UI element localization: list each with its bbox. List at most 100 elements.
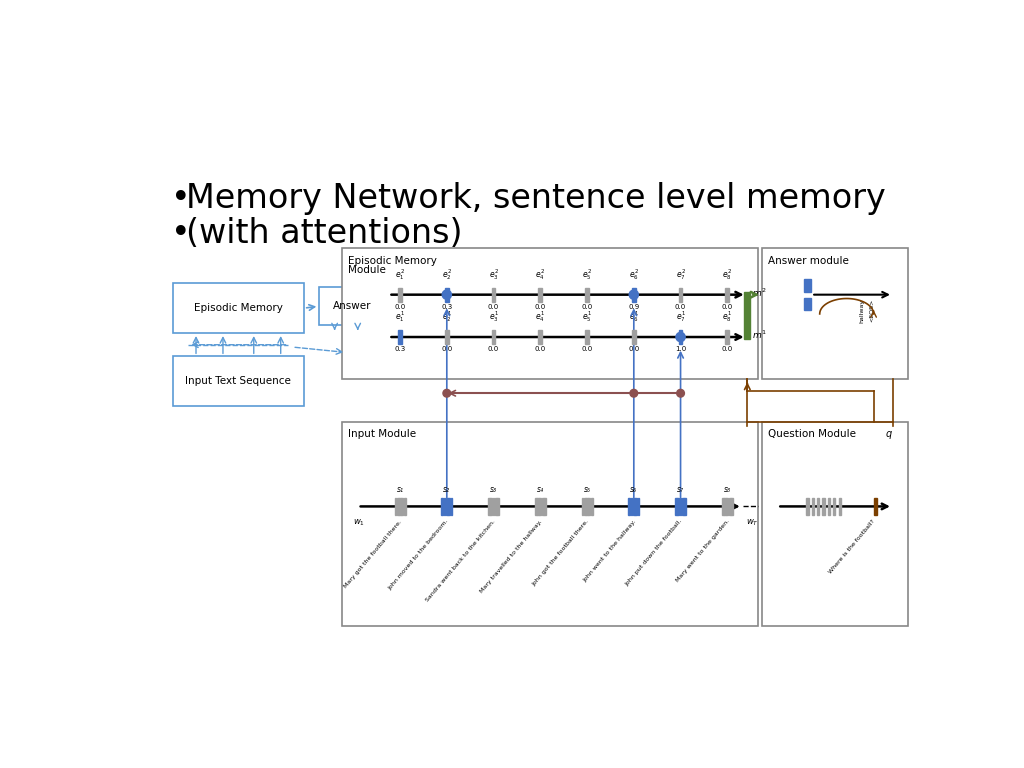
Circle shape <box>677 389 684 397</box>
Bar <box>398 288 402 302</box>
Bar <box>451 498 453 515</box>
Text: s₃: s₃ <box>490 485 497 494</box>
Bar <box>544 498 546 515</box>
Bar <box>539 330 543 344</box>
Circle shape <box>443 389 451 397</box>
Text: Input Text Sequence: Input Text Sequence <box>185 376 291 386</box>
Text: $m^1$: $m^1$ <box>752 329 767 341</box>
Circle shape <box>629 290 638 300</box>
Circle shape <box>630 502 638 511</box>
Text: Memory Network, sentence level memory: Memory Network, sentence level memory <box>186 182 886 215</box>
Text: 0.0: 0.0 <box>628 346 639 353</box>
Bar <box>632 288 636 302</box>
Text: $e^1_4$: $e^1_4$ <box>536 309 546 324</box>
Text: Sandra went back to the kitchen.: Sandra went back to the kitchen. <box>425 518 497 602</box>
Text: Answer: Answer <box>333 301 371 311</box>
Bar <box>342 422 758 626</box>
Bar <box>173 356 304 406</box>
Bar <box>682 498 684 515</box>
Bar <box>839 498 841 515</box>
Bar <box>744 293 751 339</box>
Bar <box>731 498 733 515</box>
Text: 0.0: 0.0 <box>675 304 686 310</box>
Text: $e^2_8$: $e^2_8$ <box>722 266 732 282</box>
Text: 1.0: 1.0 <box>675 346 686 353</box>
Bar <box>635 498 637 515</box>
Text: Question Module: Question Module <box>768 429 856 439</box>
Text: s₇: s₇ <box>677 485 684 494</box>
Text: John moved to the bedroom.: John moved to the bedroom. <box>388 518 450 591</box>
Bar <box>725 330 729 344</box>
Text: $e^1_6$: $e^1_6$ <box>629 309 639 324</box>
Text: 0.0: 0.0 <box>487 346 499 353</box>
Text: John put down the football.: John put down the football. <box>625 518 684 588</box>
Text: hallway: hallway <box>859 299 864 323</box>
Bar <box>443 498 445 515</box>
Circle shape <box>442 290 452 300</box>
Bar <box>585 288 589 302</box>
Text: (with attentions): (with attentions) <box>186 217 463 250</box>
Text: $e^1_1$: $e^1_1$ <box>395 309 406 324</box>
Bar <box>680 498 682 515</box>
Text: $e^1_7$: $e^1_7$ <box>676 309 685 324</box>
Bar <box>724 498 726 515</box>
Bar <box>827 498 830 515</box>
Text: s₆: s₆ <box>631 485 637 494</box>
Text: $e^2_2$: $e^2_2$ <box>441 266 452 282</box>
Bar <box>537 498 539 515</box>
Circle shape <box>442 502 451 511</box>
Text: 0.0: 0.0 <box>582 304 593 310</box>
Text: $e^2_4$: $e^2_4$ <box>536 266 546 282</box>
Bar <box>679 330 682 344</box>
Bar <box>726 498 728 515</box>
Bar <box>490 498 493 515</box>
Text: $e^1_2$: $e^1_2$ <box>441 309 452 324</box>
Text: 0.0: 0.0 <box>441 346 453 353</box>
Bar <box>495 498 497 515</box>
Bar <box>498 498 499 515</box>
Bar <box>677 498 679 515</box>
Bar <box>817 498 819 515</box>
Bar <box>822 498 824 515</box>
Text: 0.0: 0.0 <box>535 346 546 353</box>
Bar <box>449 498 450 515</box>
Bar <box>762 249 908 379</box>
Text: s₄: s₄ <box>537 485 544 494</box>
Bar <box>584 498 586 515</box>
Bar <box>632 330 636 344</box>
Bar <box>401 498 403 515</box>
Bar <box>591 498 593 515</box>
Bar <box>812 498 814 515</box>
Text: $w_T$: $w_T$ <box>745 517 759 528</box>
Bar <box>444 330 449 344</box>
Text: $e^1_3$: $e^1_3$ <box>488 309 499 324</box>
Text: Mary went to the garden.: Mary went to the garden. <box>675 518 730 584</box>
Text: 0.3: 0.3 <box>441 304 453 310</box>
Text: 0.0: 0.0 <box>722 346 733 353</box>
Text: s₈: s₈ <box>724 485 731 494</box>
Text: $w_1$: $w_1$ <box>353 517 366 528</box>
Text: John went to the hallway.: John went to the hallway. <box>582 518 637 583</box>
Bar <box>804 280 811 292</box>
Bar <box>493 498 495 515</box>
Bar <box>173 283 304 333</box>
Circle shape <box>676 333 685 342</box>
Bar <box>441 498 443 515</box>
Bar <box>539 288 543 302</box>
Text: Mary travelled to the hallway.: Mary travelled to the hallway. <box>479 518 544 594</box>
Text: Module: Module <box>348 266 386 276</box>
Bar <box>445 498 447 515</box>
Bar <box>535 498 537 515</box>
Bar <box>397 498 398 515</box>
Text: Input Module: Input Module <box>348 429 417 439</box>
Bar <box>804 298 811 310</box>
Text: •: • <box>171 182 190 215</box>
Bar <box>834 498 836 515</box>
Text: $e^1_8$: $e^1_8$ <box>722 309 732 324</box>
Bar <box>488 498 489 515</box>
Bar <box>542 498 544 515</box>
Text: Mary got the football there.: Mary got the football there. <box>343 518 403 588</box>
Text: $e^2_6$: $e^2_6$ <box>629 266 639 282</box>
Circle shape <box>630 389 638 397</box>
Bar <box>492 288 496 302</box>
